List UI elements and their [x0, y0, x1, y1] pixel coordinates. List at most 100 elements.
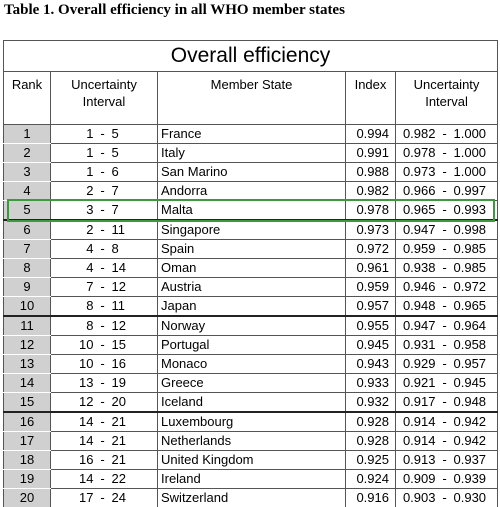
interval-separator: - — [96, 296, 109, 317]
table-row: 10 8-11 Japan 0.957 0.948-0.965 — [3, 296, 499, 317]
ci-high: 0.993 — [450, 200, 499, 221]
table-title: Table 1. Overall efficiency in all WHO m… — [4, 2, 345, 18]
interval-low: 2 — [50, 219, 97, 240]
rank-cell: 1 — [3, 124, 51, 144]
ci-low: 0.914 — [395, 411, 439, 432]
index-cell: 0.955 — [345, 315, 396, 336]
rank-cell: 8 — [3, 258, 51, 278]
ci-high: 0.985 — [450, 239, 499, 259]
table-row: 1 1-5 France 0.994 0.982-1.000 — [3, 124, 499, 144]
ci-separator: - — [438, 258, 451, 278]
interval-low: 17 — [50, 488, 97, 507]
table-row: 9 7-12 Austria 0.959 0.946-0.972 — [3, 277, 499, 297]
index-cell: 0.945 — [345, 335, 396, 355]
ci-separator: - — [438, 219, 451, 240]
index-cell: 0.943 — [345, 354, 396, 374]
rank-cell: 9 — [3, 277, 51, 297]
ci-low: 0.947 — [395, 315, 439, 336]
interval-separator: - — [96, 450, 109, 470]
rank-cell: 15 — [3, 392, 51, 413]
interval-low: 3 — [50, 200, 97, 221]
table-row: 12 10-15 Portugal 0.945 0.931-0.958 — [3, 335, 499, 355]
interval-separator: - — [96, 277, 109, 297]
member-state: Iceland — [157, 392, 346, 413]
ci-low: 0.914 — [395, 431, 439, 451]
interval-separator: - — [96, 143, 109, 163]
table-row: 5 3-7 Malta 0.978 0.965-0.993 — [3, 200, 499, 221]
ci-high: 0.964 — [450, 315, 499, 336]
table-row: 17 14-21 Netherlands 0.928 0.914-0.942 — [3, 431, 499, 451]
member-state: Ireland — [157, 469, 346, 489]
ci-low: 0.938 — [395, 258, 439, 278]
ci-separator: - — [438, 373, 451, 393]
member-state: Japan — [157, 296, 346, 317]
interval-high: 8 — [108, 239, 158, 259]
ci-separator: - — [438, 277, 451, 297]
member-state: France — [157, 124, 346, 144]
ci-low: 0.909 — [395, 469, 439, 489]
member-state: Portugal — [157, 335, 346, 355]
member-state: Switzerland — [157, 488, 346, 507]
table-row: 2 1-5 Italy 0.991 0.978-1.000 — [3, 143, 499, 163]
rank-cell: 16 — [3, 411, 51, 432]
member-state: Monaco — [157, 354, 346, 374]
interval-low: 13 — [50, 373, 97, 393]
interval-high: 19 — [108, 373, 158, 393]
member-state: Luxembourg — [157, 411, 346, 432]
interval-separator: - — [96, 431, 109, 451]
ci-low: 0.946 — [395, 277, 439, 297]
index-cell: 0.928 — [345, 431, 396, 451]
ci-separator: - — [438, 200, 451, 221]
ci-high: 0.972 — [450, 277, 499, 297]
index-cell: 0.957 — [345, 296, 396, 317]
index-cell: 0.928 — [345, 411, 396, 432]
interval-low: 8 — [50, 315, 97, 336]
index-cell: 0.932 — [345, 392, 396, 413]
ci-high: 1.000 — [450, 124, 499, 144]
table-row: 16 14-21 Luxembourg 0.928 0.914-0.942 — [3, 411, 499, 432]
ci-separator: - — [438, 354, 451, 374]
interval-high: 12 — [108, 277, 158, 297]
interval-separator: - — [96, 219, 109, 240]
rank-cell: 19 — [3, 469, 51, 489]
ci-low: 0.913 — [395, 450, 439, 470]
ci-low: 0.948 — [395, 296, 439, 317]
ci-high: 0.937 — [450, 450, 499, 470]
rank-cell: 10 — [3, 296, 51, 317]
ci-separator: - — [438, 392, 451, 413]
interval-separator: - — [96, 258, 109, 278]
rank-cell: 5 — [3, 200, 51, 221]
ci-separator: - — [438, 239, 451, 259]
interval-separator: - — [96, 335, 109, 355]
member-state: United Kingdom — [157, 450, 346, 470]
ci-separator: - — [438, 143, 451, 163]
ci-high: 0.945 — [450, 373, 499, 393]
ci-low: 0.929 — [395, 354, 439, 374]
interval-low: 14 — [50, 469, 97, 489]
rank-cell: 11 — [3, 315, 51, 336]
rank-cell: 7 — [3, 239, 51, 259]
ci-high: 0.985 — [450, 258, 499, 278]
ci-low: 0.978 — [395, 143, 439, 163]
index-cell: 0.982 — [345, 181, 396, 201]
rank-cell: 14 — [3, 373, 51, 393]
interval-high: 11 — [108, 296, 158, 317]
header: Uncertainty Interval — [394, 71, 499, 125]
ci-separator: - — [438, 411, 451, 432]
table-row: 18 16-21 United Kingdom 0.925 0.913-0.937 — [3, 450, 499, 470]
ci-separator: - — [438, 335, 451, 355]
interval-separator: - — [96, 200, 109, 221]
table-row: 3 1-6 San Marino 0.988 0.973-1.000 — [3, 162, 499, 182]
interval-separator: - — [96, 239, 109, 259]
table-row: 19 14-22 Ireland 0.924 0.909-0.939 — [3, 469, 499, 489]
index-cell: 0.988 — [345, 162, 396, 182]
index-cell: 0.959 — [345, 277, 396, 297]
interval-high: 24 — [108, 488, 158, 507]
interval-separator: - — [96, 488, 109, 507]
interval-high: 21 — [108, 431, 158, 451]
interval-separator: - — [96, 411, 109, 432]
ci-low: 0.965 — [395, 200, 439, 221]
header: Index — [345, 71, 396, 125]
interval-separator: - — [96, 392, 109, 413]
